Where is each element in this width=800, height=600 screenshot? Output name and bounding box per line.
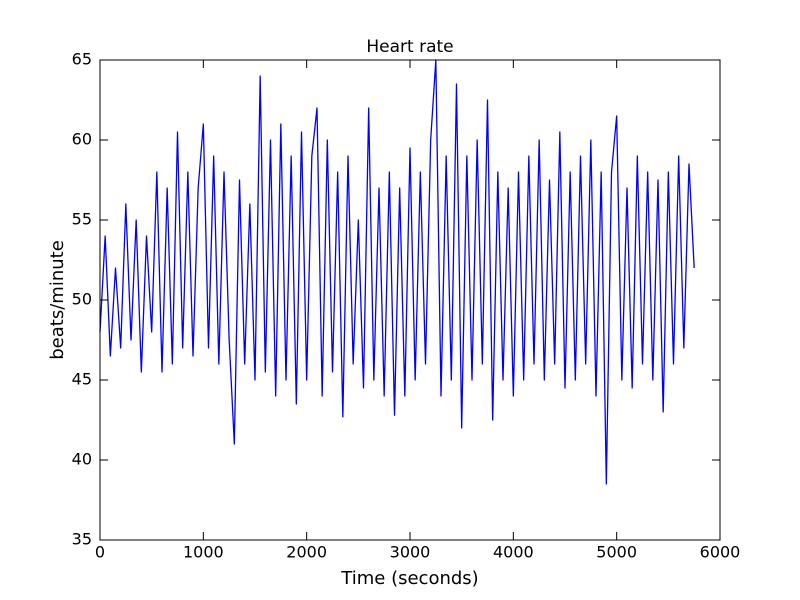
data-line <box>99 59 695 485</box>
y-tick-label: 60 <box>72 130 92 149</box>
x-tick-label: 1000 <box>183 543 224 562</box>
x-tick-label: 2000 <box>286 543 327 562</box>
x-tick-label: 0 <box>95 543 105 562</box>
plot-frame <box>99 59 721 541</box>
x-tick-label: 3000 <box>390 543 431 562</box>
x-axis-label: Time (seconds) <box>340 568 478 589</box>
chart-title: Heart rate <box>366 37 453 57</box>
x-tick-label: 5000 <box>596 543 637 562</box>
y-tick-label: 35 <box>72 530 92 549</box>
y-tick-label: 55 <box>72 210 92 229</box>
y-tick-label: 65 <box>72 50 92 69</box>
x-tick-label: 4000 <box>493 543 534 562</box>
y-tick-label: 50 <box>72 290 92 309</box>
y-axis-label: beats/minute <box>47 240 68 360</box>
x-tick-label: 6000 <box>700 543 741 562</box>
y-tick-label: 45 <box>72 370 92 389</box>
y-tick-label: 40 <box>72 450 92 469</box>
